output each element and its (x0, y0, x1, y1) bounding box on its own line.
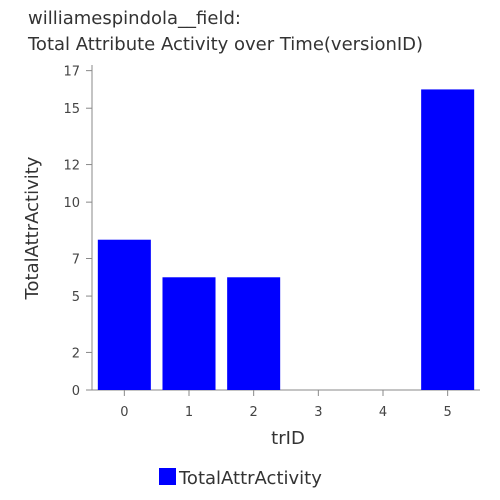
y-tick-label: 17 (63, 65, 80, 80)
y-tick-label: 0 (72, 384, 80, 399)
x-tick-label: 0 (120, 405, 128, 420)
bar-2 (227, 277, 281, 390)
x-tick-label: 1 (185, 405, 193, 420)
bar-1 (162, 277, 216, 390)
y-axis-label: TotalAttrActivity (22, 156, 43, 300)
legend: TotalAttrActivity (159, 468, 322, 489)
bar-5 (421, 89, 475, 390)
y-tick-label: 2 (72, 346, 80, 361)
x-axis-label: trID (271, 428, 305, 449)
x-tick-label: 3 (314, 405, 322, 420)
y-tick-label: 15 (63, 102, 80, 117)
chart-title-line-1: williamespindola__field: (28, 8, 241, 29)
legend-swatch (159, 468, 176, 485)
y-tick-label: 12 (63, 159, 80, 174)
x-tick-label: 2 (250, 405, 258, 420)
x-tick-label: 4 (379, 405, 387, 420)
y-tick-label: 7 (72, 252, 80, 267)
chart-title-line-2: Total Attribute Activity over Time(versi… (27, 34, 423, 55)
x-tick-label: 5 (444, 405, 452, 420)
y-tick-label: 10 (63, 196, 80, 211)
bar-0 (97, 239, 151, 390)
y-tick-label: 5 (72, 290, 80, 305)
legend-label: TotalAttrActivity (178, 468, 322, 489)
